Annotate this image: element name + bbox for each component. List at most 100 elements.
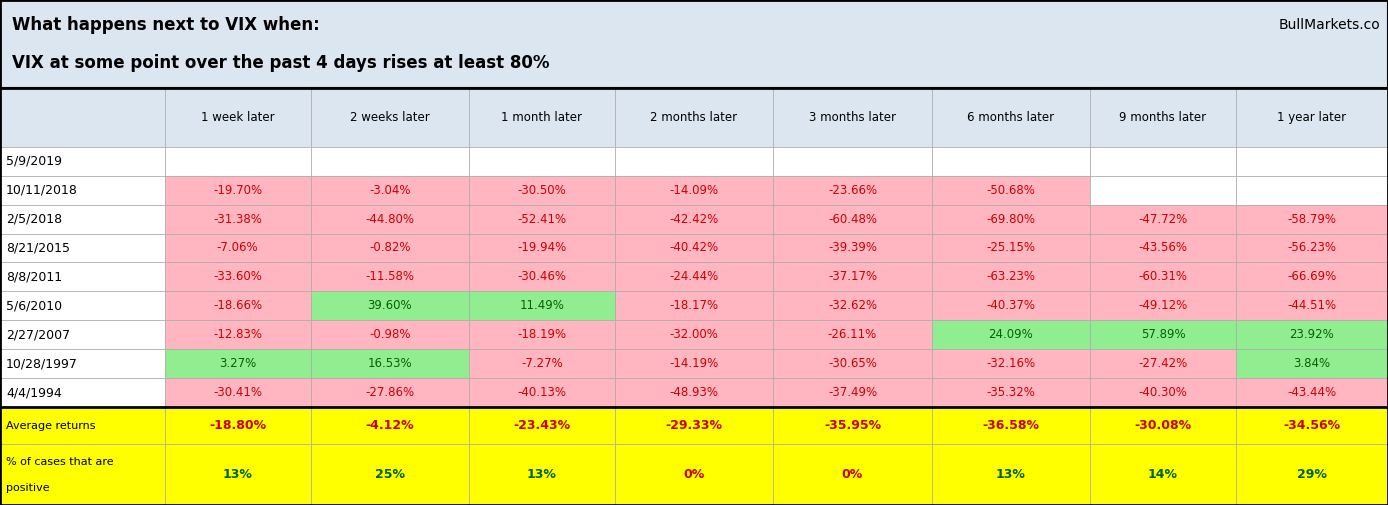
Bar xyxy=(311,378,469,407)
Text: 8/8/2011: 8/8/2011 xyxy=(6,270,62,283)
Bar xyxy=(773,88,931,147)
Text: -33.60%: -33.60% xyxy=(214,270,262,283)
Text: -44.51%: -44.51% xyxy=(1288,299,1337,312)
Text: -31.38%: -31.38% xyxy=(214,213,262,226)
Bar xyxy=(0,263,165,291)
Bar xyxy=(311,147,469,176)
Text: -37.17%: -37.17% xyxy=(827,270,877,283)
Text: 2 weeks later: 2 weeks later xyxy=(350,111,430,124)
Bar xyxy=(1090,263,1235,291)
Text: 13%: 13% xyxy=(527,468,557,481)
Text: -36.58%: -36.58% xyxy=(983,419,1040,432)
Bar xyxy=(615,205,773,233)
Bar xyxy=(931,263,1090,291)
Bar xyxy=(1235,444,1388,505)
Text: -30.65%: -30.65% xyxy=(829,357,877,370)
Bar xyxy=(773,176,931,205)
Text: -42.42%: -42.42% xyxy=(669,213,719,226)
Text: -18.66%: -18.66% xyxy=(214,299,262,312)
Text: 4/4/1994: 4/4/1994 xyxy=(6,386,61,399)
Text: -39.39%: -39.39% xyxy=(829,241,877,255)
Bar xyxy=(165,233,311,263)
Bar xyxy=(615,378,773,407)
Bar xyxy=(931,176,1090,205)
Bar xyxy=(1090,378,1235,407)
Text: -4.12%: -4.12% xyxy=(365,419,414,432)
Bar xyxy=(311,176,469,205)
Text: -35.95%: -35.95% xyxy=(824,419,881,432)
Bar xyxy=(469,444,615,505)
Bar xyxy=(311,291,469,320)
Bar xyxy=(0,233,165,263)
Text: -25.15%: -25.15% xyxy=(987,241,1035,255)
Bar xyxy=(0,444,165,505)
Bar xyxy=(469,88,615,147)
Text: -35.32%: -35.32% xyxy=(987,386,1035,399)
Text: 25%: 25% xyxy=(375,468,405,481)
Bar xyxy=(311,233,469,263)
Bar xyxy=(0,88,165,147)
Text: -37.49%: -37.49% xyxy=(827,386,877,399)
Bar xyxy=(615,291,773,320)
Text: -7.06%: -7.06% xyxy=(217,241,258,255)
Text: -47.72%: -47.72% xyxy=(1138,213,1188,226)
Text: BullMarkets.co: BullMarkets.co xyxy=(1278,18,1380,32)
Text: 9 months later: 9 months later xyxy=(1120,111,1206,124)
Bar xyxy=(469,147,615,176)
Bar xyxy=(165,147,311,176)
Text: 10/11/2018: 10/11/2018 xyxy=(6,184,78,196)
Bar xyxy=(165,291,311,320)
Text: 23.92%: 23.92% xyxy=(1289,328,1334,341)
Bar xyxy=(165,263,311,291)
Text: -11.58%: -11.58% xyxy=(365,270,414,283)
Text: -48.93%: -48.93% xyxy=(669,386,719,399)
Bar xyxy=(165,88,311,147)
Bar xyxy=(1235,349,1388,378)
Bar xyxy=(773,378,931,407)
Text: 29%: 29% xyxy=(1296,468,1327,481)
Text: 10/28/1997: 10/28/1997 xyxy=(6,357,78,370)
Bar xyxy=(469,378,615,407)
Bar xyxy=(469,205,615,233)
Bar xyxy=(931,205,1090,233)
Bar xyxy=(773,320,931,349)
Text: 8/21/2015: 8/21/2015 xyxy=(6,241,69,255)
Bar xyxy=(773,349,931,378)
Text: -43.44%: -43.44% xyxy=(1288,386,1337,399)
Bar xyxy=(773,205,931,233)
Text: -18.19%: -18.19% xyxy=(518,328,566,341)
Bar xyxy=(931,88,1090,147)
Text: -30.08%: -30.08% xyxy=(1134,419,1191,432)
Bar xyxy=(469,291,615,320)
Bar xyxy=(469,349,615,378)
Text: -23.43%: -23.43% xyxy=(514,419,570,432)
Text: -44.80%: -44.80% xyxy=(365,213,414,226)
Text: -30.41%: -30.41% xyxy=(214,386,262,399)
Bar xyxy=(165,320,311,349)
Bar xyxy=(615,233,773,263)
Text: % of cases that are: % of cases that are xyxy=(6,458,114,468)
Bar xyxy=(469,233,615,263)
Text: 3.27%: 3.27% xyxy=(219,357,257,370)
Bar xyxy=(1090,291,1235,320)
Bar xyxy=(165,407,311,444)
Text: 2/5/2018: 2/5/2018 xyxy=(6,213,62,226)
Bar xyxy=(1090,233,1235,263)
Bar xyxy=(311,349,469,378)
Text: -0.82%: -0.82% xyxy=(369,241,411,255)
Text: -40.30%: -40.30% xyxy=(1138,386,1188,399)
Text: VIX at some point over the past 4 days rises at least 80%: VIX at some point over the past 4 days r… xyxy=(12,55,550,72)
Text: -63.23%: -63.23% xyxy=(987,270,1035,283)
Text: -43.56%: -43.56% xyxy=(1138,241,1188,255)
Text: 39.60%: 39.60% xyxy=(368,299,412,312)
Text: -3.04%: -3.04% xyxy=(369,184,411,196)
Bar xyxy=(1090,205,1235,233)
Text: -26.11%: -26.11% xyxy=(827,328,877,341)
Text: -7.27%: -7.27% xyxy=(520,357,562,370)
Text: 5/6/2010: 5/6/2010 xyxy=(6,299,62,312)
Bar xyxy=(1090,349,1235,378)
Text: 16.53%: 16.53% xyxy=(368,357,412,370)
Bar xyxy=(1235,320,1388,349)
Text: 0%: 0% xyxy=(683,468,705,481)
Text: -18.17%: -18.17% xyxy=(669,299,719,312)
